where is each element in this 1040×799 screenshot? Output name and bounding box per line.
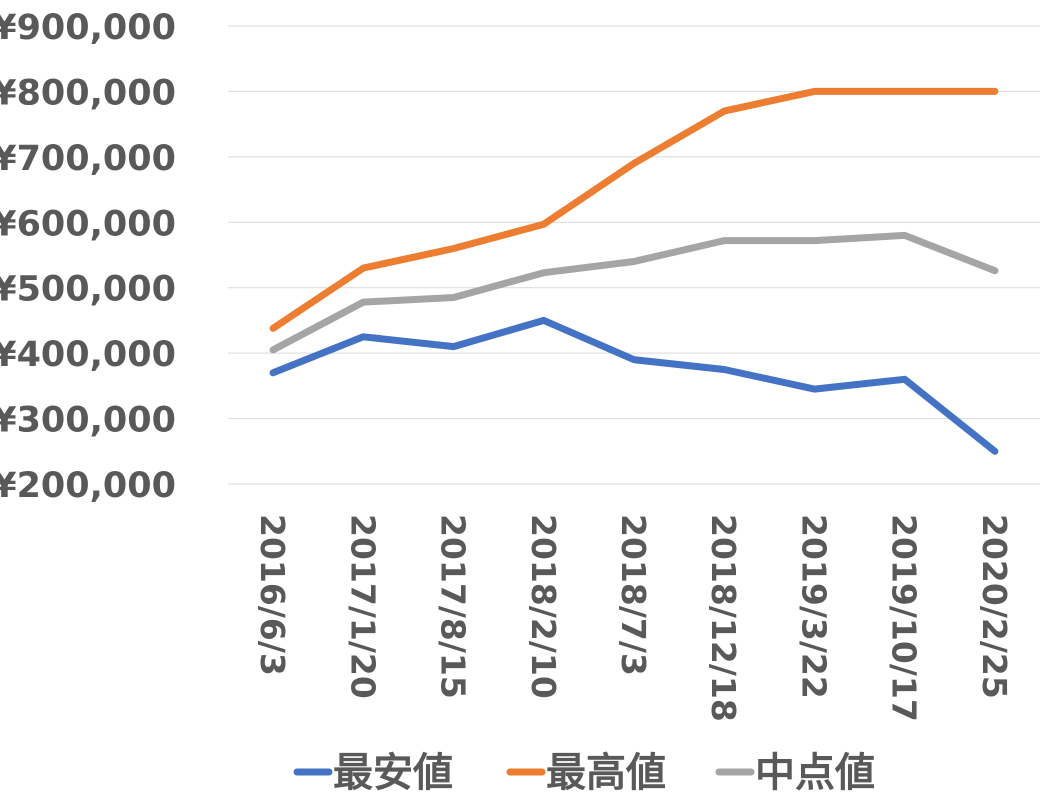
x-axis-tick-labels: 2016/6/3 2017/1/20 2017/8/15 2018/2/10 2018/… (253, 514, 1014, 722)
x-tick-label: 2020/2/25 (975, 514, 1014, 699)
y-tick-label: ¥200,000 (0, 466, 176, 506)
x-tick-label: 2019/10/17 (885, 514, 924, 722)
series-lines (269, 87, 999, 455)
y-tick-label: ¥800,000 (0, 73, 176, 113)
series-line-1 (269, 87, 999, 332)
y-axis-tick-labels: ¥200,000 ¥300,000 ¥400,000 ¥500,000 ¥600,000… (0, 8, 176, 506)
x-tick-label: 2018/2/10 (524, 514, 563, 699)
legend-label: 最安値 (333, 750, 453, 796)
y-tick-label: ¥900,000 (0, 8, 176, 48)
series-line-2 (269, 231, 999, 354)
y-tick-label: ¥400,000 (0, 335, 176, 375)
gridlines (228, 25, 1040, 485)
x-tick-label: 2017/8/15 (434, 514, 473, 699)
legend-label: 最高値 (546, 750, 666, 796)
legend: 最安値 最高値 中点値 (293, 750, 875, 796)
y-tick-label: ¥600,000 (0, 204, 176, 244)
y-tick-label: ¥700,000 (0, 139, 176, 179)
x-tick-label: 2019/3/22 (794, 514, 833, 699)
legend-label: 中点値 (755, 750, 875, 796)
x-tick-label: 2018/12/18 (704, 514, 743, 722)
x-tick-label: 2018/7/3 (614, 514, 653, 676)
series-line-0 (269, 316, 999, 455)
x-tick-label: 2016/6/3 (253, 514, 292, 676)
y-tick-label: ¥300,000 (0, 401, 176, 441)
y-tick-label: ¥500,000 (0, 270, 176, 310)
x-tick-label: 2017/1/20 (343, 514, 382, 699)
